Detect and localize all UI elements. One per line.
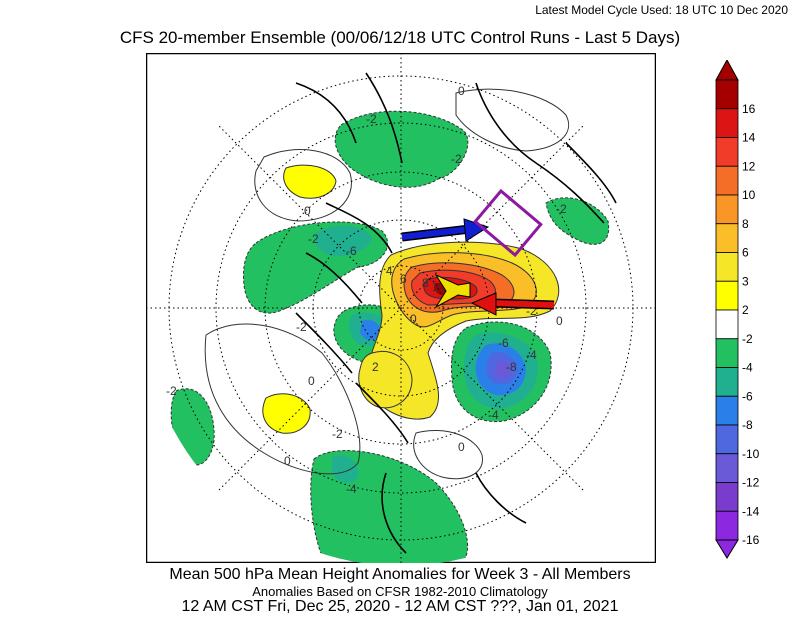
colorbar-level-label: 6 bbox=[742, 246, 749, 260]
colorbar-level-label: -4 bbox=[742, 361, 753, 375]
highlight-box bbox=[473, 188, 543, 258]
anomaly-field bbox=[146, 53, 656, 563]
colorbar-level-label: -12 bbox=[742, 476, 760, 490]
contour-label: -2 bbox=[556, 202, 567, 216]
colorbar-swatch bbox=[715, 453, 739, 483]
colorbar-swatch bbox=[715, 309, 739, 340]
colorbar-swatch bbox=[715, 280, 739, 311]
footer-line-1: Mean 500 hPa Mean Height Anomalies for W… bbox=[169, 566, 631, 583]
colorbar-level-label: 14 bbox=[742, 131, 756, 145]
colorbar-level-label: -14 bbox=[742, 504, 760, 518]
colorbar-swatch bbox=[715, 338, 739, 368]
colorbar-level-label: 8 bbox=[742, 217, 749, 231]
contour-label: -2 bbox=[308, 232, 319, 246]
contour-label: 4 bbox=[386, 264, 393, 278]
contour-label: 8 bbox=[422, 276, 429, 290]
colorbar-level-label: 2 bbox=[742, 303, 749, 317]
blue-arrow bbox=[401, 218, 490, 242]
colorbar-swatch bbox=[715, 424, 739, 455]
colorbar-level-label: 3 bbox=[742, 274, 749, 288]
contour-label: 2 bbox=[372, 360, 379, 374]
colorbar-swatch bbox=[715, 79, 739, 110]
footer-line-3: 12 AM CST Fri, Dec 25, 2020 - 12 AM CST … bbox=[181, 598, 619, 615]
colorbar-swatch bbox=[715, 395, 739, 426]
contour-label: 6 bbox=[400, 272, 407, 286]
contour-label: -2 bbox=[332, 427, 343, 441]
colorbar-level-label: 16 bbox=[742, 102, 756, 116]
colorbar-swatch bbox=[715, 223, 739, 253]
colorbar-bottom-arrow bbox=[715, 539, 739, 559]
colorbar-level-label: -10 bbox=[742, 447, 760, 461]
contour-label: -8 bbox=[506, 360, 517, 374]
contour-label: -4 bbox=[488, 408, 499, 422]
colorbar-swatch bbox=[715, 165, 739, 196]
red-arrow bbox=[470, 292, 555, 316]
contour-label: -2 bbox=[366, 112, 377, 126]
contour-label: -2 bbox=[526, 304, 537, 318]
colorbar-level-label: -6 bbox=[742, 389, 753, 403]
chart-title: CFS 20-member Ensemble (00/06/12/18 UTC … bbox=[119, 28, 681, 47]
colorbar-top-arrow bbox=[715, 60, 739, 81]
contour-label: 0 bbox=[304, 204, 311, 218]
contour-label: 0 bbox=[284, 454, 291, 468]
colorbar-swatch bbox=[715, 194, 739, 225]
contour-label: 0 bbox=[556, 314, 563, 328]
contour-label: -6 bbox=[346, 244, 357, 258]
colorbar-swatch bbox=[715, 482, 739, 512]
contour-label: -2 bbox=[296, 320, 307, 334]
contour-label: -4 bbox=[346, 482, 357, 496]
colorbar-level-label: -8 bbox=[742, 418, 753, 432]
contour-label: 0 bbox=[458, 440, 465, 454]
model-cycle-label: Latest Model Cycle Used: 18 UTC 10 Dec 2… bbox=[535, 3, 788, 17]
contour-label: 0 bbox=[410, 312, 417, 326]
colorbar-swatch bbox=[715, 108, 739, 138]
contour-label: -4 bbox=[526, 348, 537, 362]
footer-line-2: Anomalies Based on CFSR 1982-2010 Climat… bbox=[252, 584, 548, 599]
colorbar-level-label: 12 bbox=[742, 159, 756, 173]
colorbar-swatch bbox=[715, 137, 739, 167]
yellow-arrow bbox=[434, 273, 471, 309]
colorbar-swatch bbox=[715, 510, 739, 541]
colorbar-level-label: -16 bbox=[742, 533, 760, 547]
colorbar-swatch bbox=[715, 252, 739, 282]
colorbar-swatch bbox=[715, 367, 739, 397]
polar-map: -2 -2 -2 -2 -2 -2 -2 -2 0 0 0 0 0 0 0 -6… bbox=[146, 53, 656, 563]
contour-label: 0 bbox=[308, 374, 315, 388]
contour-label: -2 bbox=[166, 384, 177, 398]
contour-label: -6 bbox=[498, 336, 509, 350]
colorbar-level-label: 10 bbox=[742, 188, 756, 202]
colorbar-level-label: -2 bbox=[742, 332, 753, 346]
contour-label: -2 bbox=[451, 152, 462, 166]
contour-label: 0 bbox=[458, 84, 465, 98]
colorbar: 16 14 12 10 8 6 3 2 -2 -4 -6 -8 -10 -12 -14 -16 bbox=[715, 60, 760, 559]
